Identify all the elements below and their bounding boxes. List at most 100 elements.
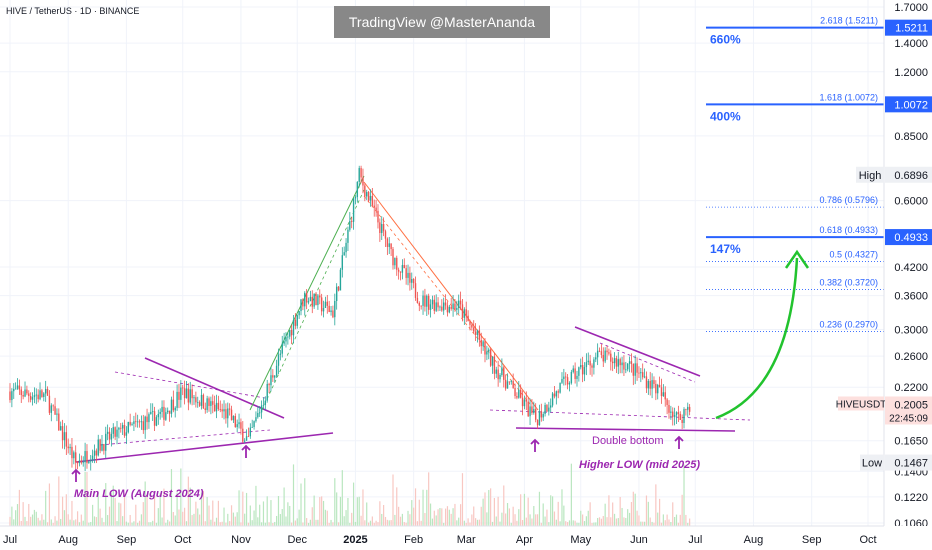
candle-body [167,410,169,413]
candle-body [668,404,670,413]
volume-bar [80,514,82,526]
candle-body [262,404,265,406]
candle-body [572,368,574,372]
candle-body [405,268,407,278]
candle-body [200,394,203,406]
volume-bar [197,508,199,526]
candle-body [84,451,86,463]
candle-body [157,413,160,418]
candle-body [313,293,315,307]
candle-body [448,306,451,313]
volume-bar [112,485,114,526]
volume-bar [178,509,180,526]
candle-body [13,388,15,392]
candle-body [533,409,535,414]
candle-body [101,443,103,451]
volume-bar [598,517,601,526]
candle-body [95,450,98,456]
candle-body [148,414,150,423]
candle-body [394,257,396,266]
volume-bar [343,516,345,526]
current-symbol: HIVEUSDT [836,399,887,410]
mid-line-4 [489,409,751,421]
candle-body [228,408,231,410]
volume-bar [16,504,19,526]
candle-body [611,361,614,364]
volume-bar [356,497,358,526]
candle-body [503,367,505,380]
volume-bar [200,492,203,526]
volume-bar [354,521,357,526]
candle-body [444,302,447,306]
candle-body [514,388,516,397]
candle-body [598,350,601,352]
candle-body [589,360,591,366]
candle-body [238,422,240,425]
time-tick-label: Apr [516,534,533,546]
volume-bar [107,515,109,526]
volume-bar [236,512,238,526]
time-axis[interactable]: Jul Aug Sep Oct Nov Dec 2025 Feb Mar Apr May Jun Jul… [0,525,932,550]
volume-bar [660,522,663,526]
volume-bar [95,517,97,526]
volume-bar [506,503,509,526]
volume-bar [576,522,578,526]
volume-bar [630,502,633,526]
volume-bar [467,518,469,526]
candle-body [140,421,143,423]
volume-bar [337,522,340,526]
fib-label: 1.618 (1.0072) [819,92,878,102]
volume-bar [108,506,111,526]
price-axis[interactable]: 1.7000 1.4000 1.2000 0.8500 0.6000 0.4200 0.36… [836,0,932,550]
candle-body [249,427,252,437]
candle-body [270,375,272,386]
volume-bar [643,521,646,526]
volume-bar [202,490,204,526]
volume-bar [37,517,39,526]
candle-body [412,279,415,284]
volume-bar [662,514,664,526]
volume-bar [142,502,144,526]
candle-body [215,402,218,412]
candle-body [653,380,655,384]
candle-body [39,390,41,400]
candle-body [364,185,366,197]
candle-body [452,303,454,309]
volume-bar [326,510,328,526]
volume-bar [521,520,524,526]
candle-body [54,406,56,415]
volume-bar [302,522,304,526]
volume-bar [491,521,494,526]
candle-body [22,395,24,397]
candle-body [482,341,484,347]
volume-bar [229,521,231,526]
volume-bar [71,500,73,526]
candle-body [170,399,173,414]
volume-bar [339,496,342,526]
candle-body [349,220,351,230]
volume-bar [595,522,597,526]
candle-body [390,243,392,250]
volume-bar [187,476,189,526]
volume-bar [527,497,529,526]
price-tag-bg [885,229,932,246]
volume-bar [364,520,366,526]
volume-bar [488,490,490,526]
fib-label: 0.618 (0.4933) [819,225,878,235]
candle-body [623,362,625,370]
volume-bar [538,491,541,526]
volume-bar [262,501,265,526]
volume-bar [170,469,173,526]
volume-bar [480,506,482,526]
candle-body [247,436,250,438]
fib-label: 0.382 (0.3720) [819,278,878,288]
volume-bar [371,516,373,526]
volume-bar [486,512,488,526]
volume-bar [90,521,92,526]
volume-bar [655,484,657,526]
double-bottom-arrow-1 [530,438,540,452]
volume-bar [490,488,492,526]
candle-body [118,427,120,430]
candle-body [131,423,133,425]
